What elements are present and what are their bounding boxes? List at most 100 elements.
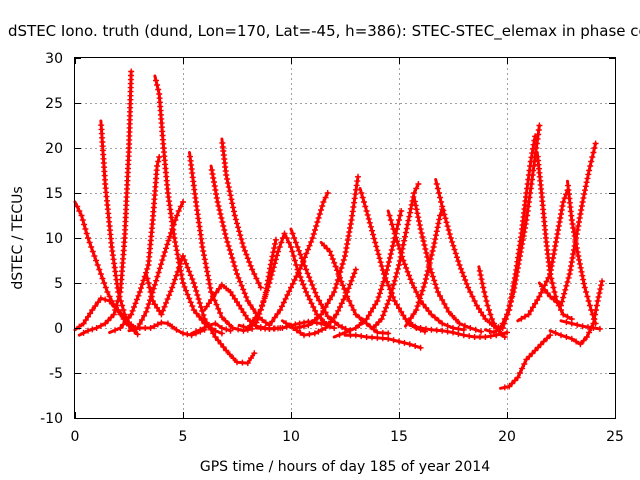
data-point: [555, 223, 562, 229]
data-point: [288, 284, 294, 291]
data-point: [370, 231, 377, 238]
data-point: [427, 265, 434, 272]
data-point: [196, 313, 203, 320]
data-point: [417, 325, 424, 331]
data-point: [240, 309, 247, 316]
data-point: [206, 280, 213, 287]
data-point: [378, 286, 385, 293]
data-point: [402, 233, 408, 240]
data-point: [378, 316, 385, 322]
data-point: [232, 267, 239, 273]
data-point: [231, 263, 238, 269]
data-point: [429, 248, 436, 254]
data-point: [371, 235, 378, 242]
data-point: [189, 303, 196, 310]
data-point: [391, 230, 398, 237]
data-point: [247, 262, 254, 269]
data-point: [581, 284, 588, 291]
data-point: [576, 256, 583, 263]
data-point: [352, 311, 359, 318]
data-point: [295, 247, 302, 254]
data-point: [300, 259, 307, 265]
data-point: [375, 294, 382, 301]
data-point: [550, 284, 557, 291]
data-point: [200, 312, 207, 318]
data-point: [393, 269, 400, 276]
y-tick-label: -10: [40, 411, 63, 427]
data-point: [419, 234, 426, 240]
data-point: [304, 292, 311, 299]
data-point: [239, 359, 246, 366]
data-point: [413, 307, 420, 313]
data-point: [532, 347, 539, 354]
data-point: [583, 179, 590, 186]
data-point: [376, 255, 383, 262]
data-point: [349, 274, 356, 280]
data-point: [364, 211, 371, 218]
data-point: [346, 298, 353, 304]
series-line: [220, 137, 263, 289]
data-point: [228, 251, 234, 257]
data-point: [471, 334, 478, 340]
data-point: [568, 335, 575, 342]
data-point: [326, 296, 333, 303]
data-point: [139, 316, 145, 323]
data-point: [328, 316, 335, 323]
data-point: [350, 307, 357, 313]
data-point: [172, 239, 179, 246]
data-point: [277, 307, 284, 313]
series-layer: [73, 68, 605, 391]
data-point: [397, 212, 404, 219]
data-point: [434, 289, 441, 295]
data-point: [421, 280, 428, 286]
y-tick-label: 5: [54, 276, 63, 292]
data-point: [467, 289, 474, 295]
data-point: [568, 320, 575, 327]
data-point: [82, 226, 89, 232]
data-point: [396, 262, 402, 268]
data-point: [377, 259, 384, 266]
series-21: [293, 173, 361, 331]
data-point: [110, 311, 117, 318]
data-point: [401, 339, 408, 346]
data-point: [231, 295, 238, 302]
data-point: [452, 316, 459, 323]
data-point: [172, 217, 179, 223]
data-point: [159, 307, 166, 314]
data-point: [382, 274, 389, 281]
series-8: [136, 199, 186, 330]
data-point: [186, 295, 193, 302]
data-point: [167, 288, 174, 295]
data-point: [476, 267, 483, 274]
data-point: [155, 269, 162, 276]
data-point: [276, 244, 283, 250]
data-point: [281, 230, 288, 237]
data-point: [294, 244, 301, 250]
series-16: [248, 230, 331, 329]
data-point: [432, 314, 438, 321]
data-point: [263, 287, 270, 294]
data-point: [431, 277, 438, 284]
data-point: [396, 217, 402, 223]
data-point: [363, 208, 370, 214]
data-point: [220, 344, 227, 351]
data-point: [469, 293, 476, 300]
data-point: [102, 284, 109, 291]
data-point: [360, 319, 366, 325]
data-point: [224, 176, 231, 182]
data-point: [212, 334, 219, 340]
series-34: [494, 133, 539, 333]
data-point: [478, 276, 485, 283]
data-point: [402, 229, 409, 236]
data-point: [373, 243, 380, 250]
data-point: [539, 283, 546, 290]
data-point: [308, 300, 315, 307]
data-point: [482, 334, 489, 340]
data-point: [444, 322, 451, 329]
data-point: [487, 311, 494, 318]
data-point: [359, 194, 366, 201]
data-point: [411, 198, 418, 205]
data-point: [134, 331, 141, 338]
data-point: [413, 185, 420, 192]
data-point: [477, 334, 483, 340]
